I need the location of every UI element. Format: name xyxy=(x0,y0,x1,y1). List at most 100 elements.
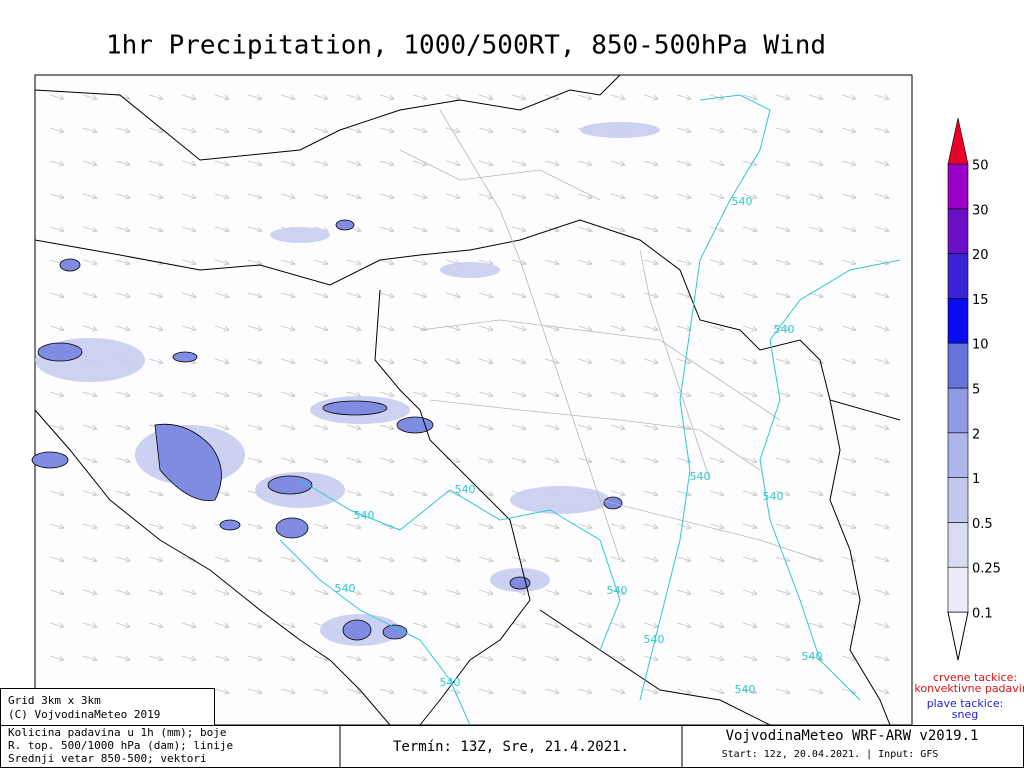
contour-label: 540 xyxy=(644,633,665,646)
wind-arrow xyxy=(115,391,131,398)
colorbar-segment xyxy=(947,566,969,613)
wind-arrow xyxy=(742,556,758,563)
wind-arrow xyxy=(379,424,395,431)
wind-arrow xyxy=(643,226,659,233)
wind-arrow xyxy=(214,226,230,233)
wind-arrow xyxy=(445,358,461,365)
wind-arrow xyxy=(610,193,626,200)
note-convective: crvene tackice: xyxy=(933,671,1017,684)
wind-arrow xyxy=(511,457,527,464)
wind-arrow xyxy=(709,325,725,332)
wind-arrow xyxy=(115,523,131,530)
wind-arrow xyxy=(742,457,758,464)
wind-arrow xyxy=(280,622,296,629)
wind-arrow xyxy=(478,424,494,431)
wind-arrow xyxy=(280,193,296,200)
wind-arrow xyxy=(874,391,890,398)
wind-arrow xyxy=(214,94,230,101)
map-frame xyxy=(34,74,913,726)
wind-arrow xyxy=(742,193,758,200)
wind-arrow xyxy=(115,490,131,497)
contour-label: 540 xyxy=(774,323,795,336)
wind-arrow xyxy=(742,391,758,398)
wind-arrow xyxy=(346,325,362,332)
wind-arrow xyxy=(280,160,296,167)
colorbar-segment xyxy=(947,342,969,389)
wind-arrow xyxy=(874,490,890,497)
wind-arrow xyxy=(544,391,560,398)
colorbar-segment xyxy=(947,522,969,568)
wind-arrow xyxy=(643,523,659,530)
wind-arrow xyxy=(280,655,296,662)
wind-arrow xyxy=(610,259,626,266)
wind-arrow xyxy=(214,160,230,167)
wind-arrow xyxy=(346,193,362,200)
wind-arrow xyxy=(478,226,494,233)
wind-arrow xyxy=(379,655,395,662)
wind-arrow xyxy=(808,325,824,332)
wind-arrow xyxy=(610,655,626,662)
wind-arrow xyxy=(676,655,692,662)
wind-arrow xyxy=(313,556,329,563)
wind-arrow xyxy=(577,424,593,431)
wind-arrow xyxy=(874,556,890,563)
wind-arrow xyxy=(511,556,527,563)
wind-arrow xyxy=(610,358,626,365)
wind-arrow xyxy=(808,193,824,200)
wind-arrow xyxy=(49,193,65,200)
colorbar-label: 50 xyxy=(972,159,989,174)
wind-arrow xyxy=(511,391,527,398)
wind-arrow xyxy=(643,589,659,596)
wind-arrow xyxy=(544,523,560,530)
wind-arrow xyxy=(874,589,890,596)
wind-arrow xyxy=(709,193,725,200)
wind-arrow xyxy=(742,94,758,101)
wind-arrow xyxy=(148,193,164,200)
wind-arrow xyxy=(841,424,857,431)
wind-arrow xyxy=(676,226,692,233)
wind-arrow xyxy=(181,127,197,134)
wind-arrow xyxy=(412,622,428,629)
colorbar-segment xyxy=(947,208,969,254)
wind-arrow xyxy=(379,292,395,299)
wind-arrow xyxy=(544,127,560,134)
wind-arrow xyxy=(412,259,428,266)
wind-arrow xyxy=(247,193,263,200)
wind-arrow xyxy=(577,655,593,662)
contour-label: 540 xyxy=(735,683,756,696)
wind-arrow xyxy=(808,457,824,464)
wind-arrow xyxy=(247,424,263,431)
contour-label: 540 xyxy=(732,195,753,208)
wind-arrow xyxy=(709,160,725,167)
wind-arrow xyxy=(346,292,362,299)
wind-arrow xyxy=(841,292,857,299)
wind-arrow xyxy=(808,160,824,167)
wind-arrow xyxy=(577,259,593,266)
wind-arrow xyxy=(808,655,824,662)
contour-label: 540 xyxy=(455,483,476,496)
wind-arrow xyxy=(412,688,428,695)
wind-arrow xyxy=(742,325,758,332)
wind-arrow xyxy=(49,160,65,167)
wind-arrow xyxy=(49,556,65,563)
wind-arrow xyxy=(181,523,197,530)
wind-arrow xyxy=(82,94,98,101)
wind-arrow xyxy=(643,424,659,431)
wind-arrow xyxy=(214,556,230,563)
colorbar-segment xyxy=(947,432,969,478)
wind-arrow xyxy=(148,622,164,629)
wind-arrow xyxy=(775,622,791,629)
wind-arrow xyxy=(775,193,791,200)
wind-arrow xyxy=(247,292,263,299)
colorbar-label: 10 xyxy=(972,338,989,353)
wind-arrow xyxy=(610,94,626,101)
wind-arrow xyxy=(379,490,395,497)
contour-label: 540 xyxy=(802,650,823,663)
wind-arrow xyxy=(610,556,626,563)
wind-arrow xyxy=(346,556,362,563)
wind-arrow xyxy=(742,226,758,233)
wind-arrow xyxy=(247,391,263,398)
wind-arrow xyxy=(841,391,857,398)
wind-arrow xyxy=(511,622,527,629)
wind-arrow xyxy=(346,457,362,464)
